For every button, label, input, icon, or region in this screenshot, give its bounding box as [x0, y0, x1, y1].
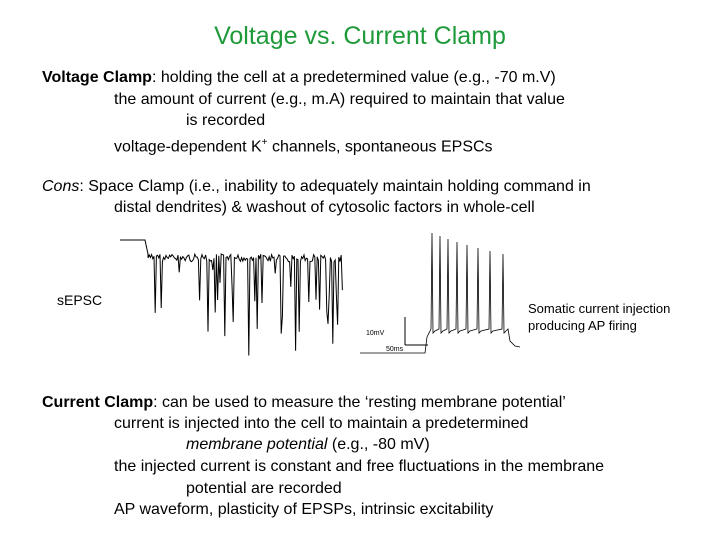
current-clamp-example: (e.g., -80 mV) [327, 436, 430, 453]
current-clamp-line-5: potential are recorded [186, 480, 342, 497]
ap-trace-line [360, 232, 520, 354]
current-clamp-line-3: membrane potential (e.g., -80 mV) [186, 435, 430, 455]
voltage-clamp-uses-b: channels, spontaneous EPSCs [267, 138, 493, 156]
voltage-clamp-term: Voltage Clamp [42, 69, 152, 86]
ap-trace [360, 232, 520, 354]
voltage-clamp-definition: : holding the cell at a predetermined va… [151, 69, 556, 86]
scale-mv-label: 10mV [366, 330, 385, 337]
sepsc-trace [120, 239, 343, 356]
cons-definition: : Space Clamp (i.e., inability to adequa… [79, 178, 591, 195]
voltage-clamp-line-4: voltage-dependent K+ channels, spontaneo… [114, 133, 493, 157]
current-clamp-italic-term: membrane potential [186, 436, 328, 453]
current-clamp-line-1: Current Clamp: can be used to measure th… [42, 393, 566, 413]
ap-firing-figure [360, 232, 520, 354]
cons-term: Cons [42, 178, 80, 195]
current-clamp-line-6: AP waveform, plasticity of EPSPs, intrin… [114, 501, 494, 518]
voltage-clamp-uses-sup: + [261, 137, 268, 148]
voltage-clamp-line-1: Voltage Clamp: holding the cell at a pre… [42, 68, 556, 88]
current-clamp-line-4: the injected current is constant and fre… [114, 458, 605, 475]
cons-line-1: Cons: Space Clamp (i.e., inability to ad… [42, 177, 591, 197]
current-clamp-term: Current Clamp [42, 394, 154, 411]
cons-line-2: distal dendrites) & washout of cytosolic… [114, 199, 535, 216]
voltage-clamp-line-3: is recorded [186, 112, 266, 129]
scale-ms-label: 50ms [386, 346, 404, 353]
page-title: Voltage vs. Current Clamp [214, 22, 506, 50]
sepsc-label: sEPSC [57, 292, 103, 308]
ap-caption-line-2: producing AP firing [528, 318, 637, 333]
sepsc-trace-line [120, 239, 343, 356]
current-clamp-definition: : can be used to measure the ‘resting me… [153, 394, 566, 411]
current-clamp-line-2: current is injected into the cell to mai… [114, 415, 529, 432]
ap-caption: Somatic current injection producing AP f… [528, 300, 670, 334]
voltage-clamp-uses-a: voltage-dependent K [114, 138, 262, 156]
ap-caption-line-1: Somatic current injection [528, 301, 671, 316]
sepsc-trace-figure [120, 239, 343, 356]
voltage-clamp-line-2: the amount of current (e.g., m.A) requir… [114, 91, 565, 108]
